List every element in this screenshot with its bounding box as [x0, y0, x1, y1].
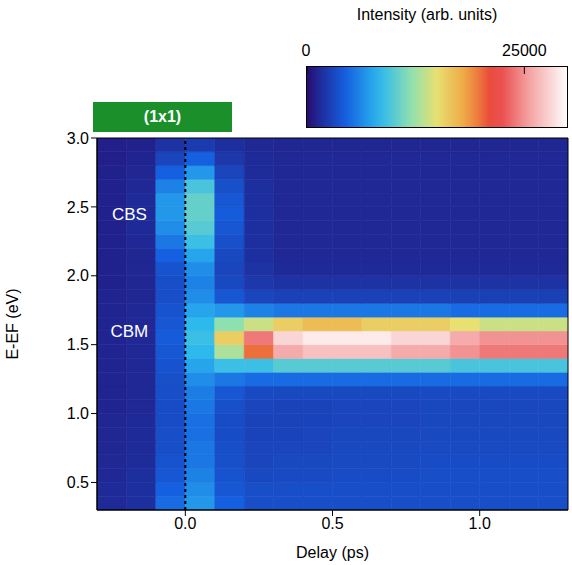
svg-text:1.5: 1.5: [67, 336, 89, 353]
svg-text:2.0: 2.0: [67, 267, 89, 284]
svg-text:0.5: 0.5: [321, 515, 343, 532]
svg-text:2.5: 2.5: [67, 199, 89, 216]
svg-text:E-EF (eV): E-EF (eV): [4, 288, 21, 359]
svg-text:3.0: 3.0: [67, 130, 89, 147]
svg-text:Delay (ps): Delay (ps): [296, 544, 369, 561]
html-text:(1x1): (1x1): [143, 108, 182, 125]
svg-text:0.0: 0.0: [174, 515, 196, 532]
svg-text:CBS: CBS: [112, 205, 147, 224]
svg-text:CBM: CBM: [110, 322, 148, 341]
html-text:25000: 25000: [502, 42, 547, 59]
html-text:Intensity (arb. units): Intensity (arb. units): [356, 6, 498, 23]
html-text:0: 0: [301, 42, 311, 59]
svg-text:1.0: 1.0: [67, 405, 89, 422]
svg-text:1.0: 1.0: [469, 515, 491, 532]
svg-text:0.5: 0.5: [67, 474, 89, 491]
